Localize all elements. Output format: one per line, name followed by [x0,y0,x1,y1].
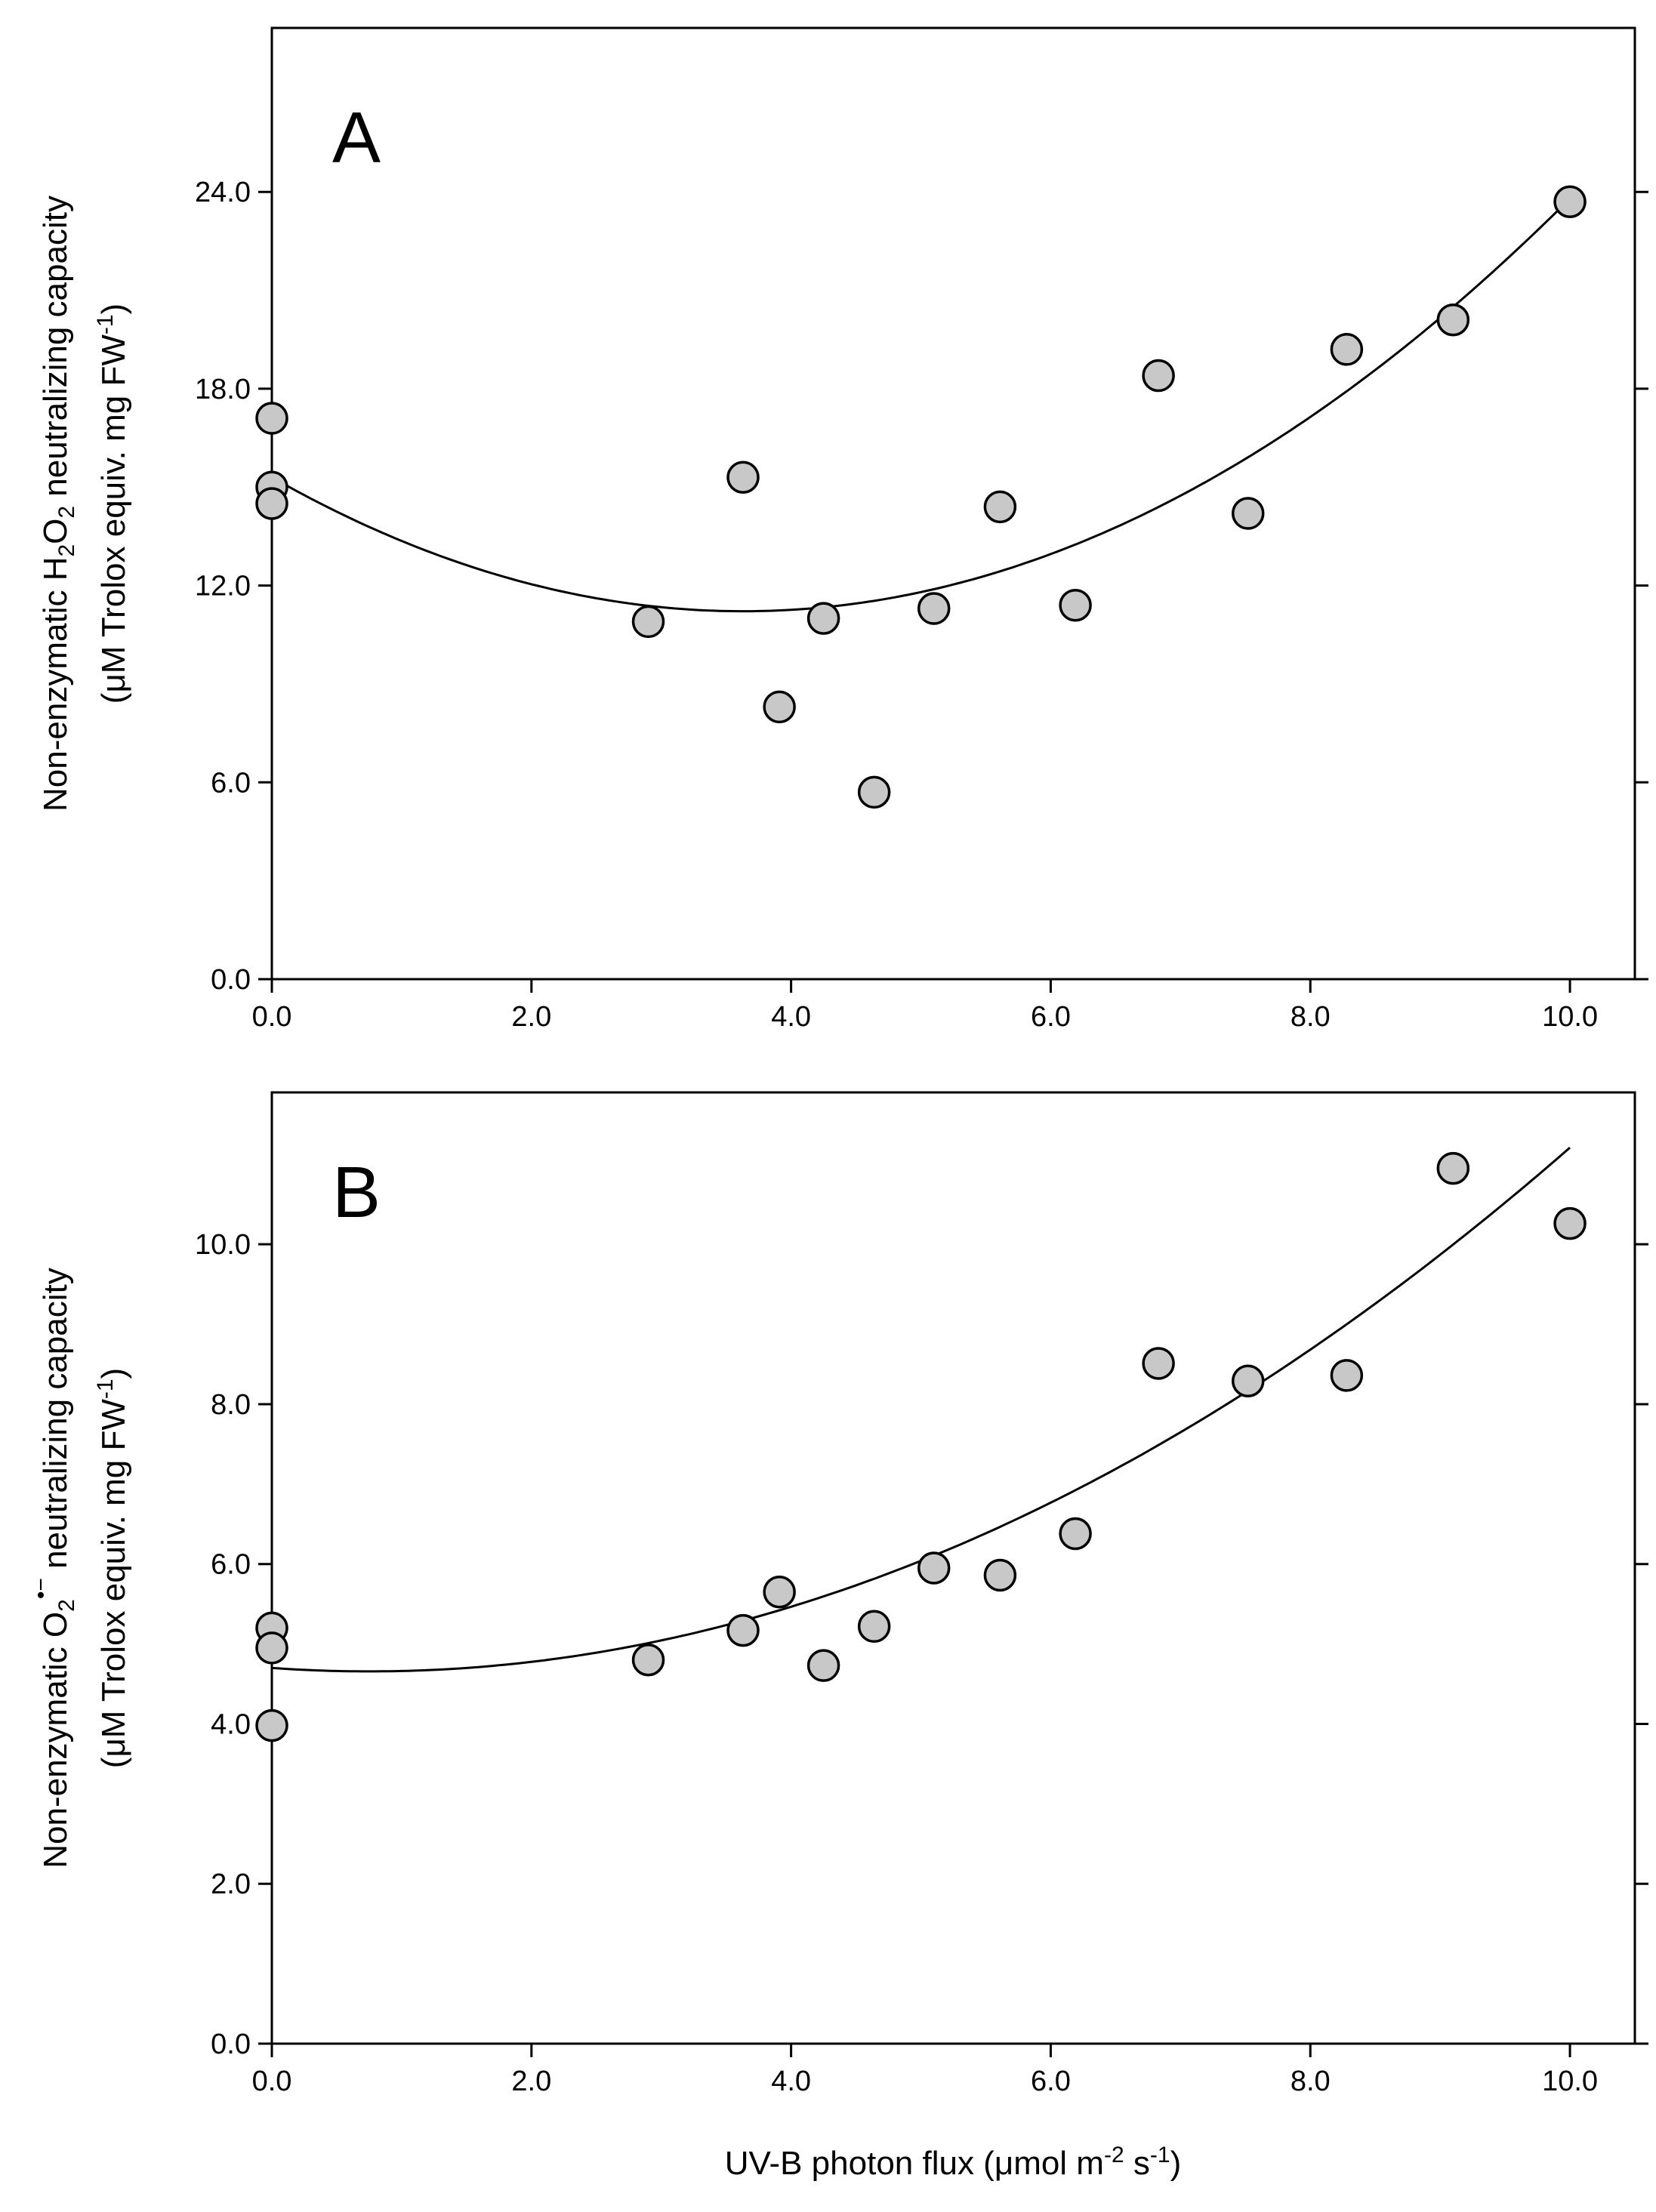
panel-b-y-tick-label: 6.0 [211,1549,251,1581]
panel-b-data-point [1059,1517,1092,1551]
panel-b-x-tick-label: 4.0 [771,2066,811,2097]
panel-a-data-point [631,605,665,639]
panel-a-data-point [857,775,891,809]
panel-b-x-tick-label: 0.0 [252,2066,292,2097]
panel-a-data-point [1436,303,1470,337]
panel-a-points [255,185,1587,809]
panel-b-y-tick-label: 10.0 [195,1229,251,1261]
panel-b-y-axis-title: Non-enzymatic O2•− neutralizing capacity [29,1268,79,1868]
panel-b-data-point [983,1558,1017,1592]
panel-a-data-point [1059,588,1092,622]
panel-b-data-point [1142,1347,1175,1380]
panel-b-y-tick-label: 8.0 [211,1389,251,1421]
panel-a-x-tick-label: 0.0 [252,1001,292,1033]
panel-b-data-point [1553,1206,1587,1240]
panel-b-data-point [631,1644,665,1677]
panel-b-y-tick-label: 0.0 [211,2029,251,2060]
panel-a-data-point [1330,333,1364,366]
panel-a-data-point [763,690,796,724]
panel-a-fit [271,197,1571,613]
panel-b-letter: B [332,1152,381,1233]
panel-b-y-axis-units: (μM Trolox equiv. mg FW-1) [93,1368,132,1768]
panel-b-data-point [255,1708,288,1742]
panel-a-data-point [1553,185,1587,219]
panel-b-data-point [806,1649,840,1682]
panel-a-x-tick-label: 4.0 [771,1001,811,1033]
panel-b-data-point [1436,1151,1470,1185]
panel-b-data-point [1231,1364,1265,1397]
panel-b-points [255,1151,1587,1742]
panel-a: A 0.0 2.0 4.0 6.0 8.0 10.00.06.012.018.024.0 … [37,26,1648,1033]
panel-a-x-tick-label: 8.0 [1291,1001,1331,1033]
panel-b-frame [270,1091,1636,2045]
panel-a-data-point [983,490,1017,524]
panel-b-data-point [255,1631,288,1665]
panel-b-x-tick-label: 2.0 [511,2066,551,2097]
panel-a-data-point [1142,359,1175,393]
panel-a-fit-curve [271,197,1571,613]
panel-a-y-axis-title: Non-enzymatic H2O2 neutralizing capacity [37,196,79,812]
panel-b-data-point [763,1576,796,1609]
panel-a-x-tick-label: 10.0 [1542,1001,1598,1033]
panel-a-data-point [806,602,840,635]
panel-a-y-tick-label: 0.0 [211,964,251,996]
panel-a-data-point [917,592,951,625]
panel-b-data-point [917,1551,951,1585]
panel-b: B 0.0 2.0 4.0 6.0 8.0 10.0 0.0 2.0 4.0 6.0 8.0 10.0… [29,1091,1648,2097]
panel-a-y-tick-label: 6.0 [211,767,251,799]
panel-a-letter: A [332,97,381,178]
panel-a-y-tick-label: 24.0 [195,177,251,208]
panel-a-data-point [255,487,288,520]
panel-a-x-tick-label: 2.0 [511,1001,551,1033]
panel-b-y-tick-label: 4.0 [211,1708,251,1740]
panel-b-x-tick-label: 8.0 [1291,2066,1331,2097]
panel-b-x-tick-label: 6.0 [1031,2066,1071,2097]
panel-b-data-point [857,1610,891,1644]
panel-b-x-tick-label: 10.0 [1542,2066,1598,2097]
panel-a-y-axis-units: (μM Trolox equiv. mg FW-1) [93,303,132,704]
panel-b-y-tick-label: 2.0 [211,1868,251,1900]
panel-a-data-point [255,402,288,435]
panel-a-data-point [726,461,760,494]
panel-a-data-point [1231,497,1265,530]
panel-b-data-point [726,1613,760,1647]
panel-a-ticks: 0.0 2.0 4.0 6.0 8.0 10.0 0.0 6.0 12.0 18.0 24.0 [195,177,1648,1033]
panel-a-y-tick-label: 12.0 [195,571,251,602]
panel-b-ticks: 0.0 2.0 4.0 6.0 8.0 10.0 0.0 2.0 4.0 6.0 8.0 10.0 [195,1229,1648,2097]
panel-a-x-tick-label: 6.0 [1031,1001,1071,1033]
x-axis-title: UV-B photon flux (μmol m-2 s-1) [725,2143,1181,2182]
panel-a-y-tick-label: 18.0 [195,374,251,405]
panel-b-data-point [1330,1359,1364,1392]
